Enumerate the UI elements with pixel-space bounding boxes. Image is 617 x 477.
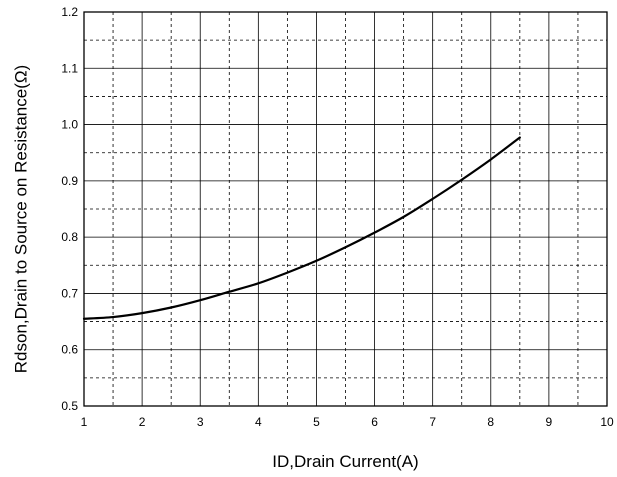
grid: [84, 12, 607, 406]
y-tick-label: 0.6: [61, 343, 78, 357]
x-tick-label: 2: [139, 415, 146, 429]
y-tick-labels: 0.5 0.6 0.7 0.8 0.9 1.0 1.1 1.2: [61, 5, 78, 413]
y-tick-label: 0.9: [61, 174, 78, 188]
x-tick-label: 10: [600, 415, 614, 429]
y-tick-label: 0.8: [61, 230, 78, 244]
plot-frame: [83, 11, 608, 407]
x-tick-label: 6: [371, 415, 378, 429]
y-axis-title: Rdson,Drain to Source on Resistance(Ω): [11, 65, 30, 373]
y-tick-label: 0.5: [61, 399, 78, 413]
series-line: [82, 136, 521, 320]
y-tick-label: 1.1: [61, 61, 78, 75]
series-layer: [82, 136, 521, 320]
x-axis-title: ID,Drain Current(A): [272, 452, 418, 471]
x-tick-label: 5: [313, 415, 320, 429]
x-tick-label: 9: [546, 415, 553, 429]
y-tick-label: 1.2: [61, 5, 78, 19]
x-tick-label: 3: [197, 415, 204, 429]
x-tick-labels: 1 2 3 4 5 6 7 8 9 10: [81, 415, 614, 429]
y-tick-label: 1.0: [61, 118, 78, 132]
x-tick-label: 8: [487, 415, 494, 429]
x-tick-label: 1: [81, 415, 88, 429]
x-tick-label: 7: [429, 415, 436, 429]
y-tick-label: 0.7: [61, 286, 78, 300]
x-tick-label: 4: [255, 415, 262, 429]
